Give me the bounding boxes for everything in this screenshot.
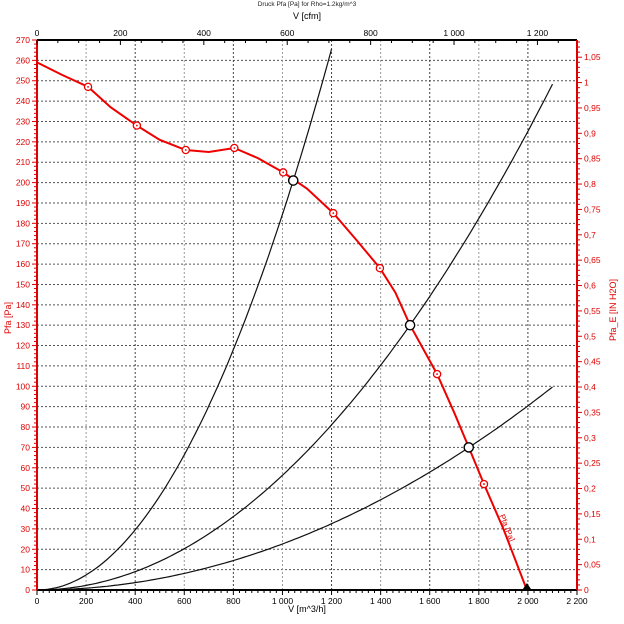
left-tick-label: 0 — [25, 585, 30, 595]
bottom-tick-label: 2 200 — [566, 596, 588, 606]
bottom-tick-label: 400 — [128, 596, 142, 606]
chart-title: Druck Pfa [Pa] for Rho=1.2kg/m^3 — [257, 1, 357, 8]
bottom-tick-label: 1 000 — [272, 596, 294, 606]
right-tick-label: 0,3 — [584, 433, 596, 443]
bottom-tick-label: 1 800 — [468, 596, 490, 606]
top-axis-label: V [cfm] — [292, 11, 321, 21]
right-tick-label: 0,6 — [584, 281, 596, 291]
right-tick-label: 0,15 — [584, 509, 601, 519]
top-tick-label: 1 200 — [527, 28, 549, 38]
left-tick-label: 140 — [16, 300, 30, 310]
top-tick-label: 0 — [35, 28, 40, 38]
fan-curve-label: Pfa [Pa] — [497, 513, 516, 543]
bottom-tick-label: 1 600 — [419, 596, 441, 606]
fan-curve-marker-dot — [184, 149, 187, 151]
bottom-axis-ticks: 0 200 400 600 800 1 000 1 200 1 400 1 600 1 800 2 … — [35, 590, 588, 606]
right-tick-label: 0,65 — [584, 255, 601, 265]
top-tick-label: 800 — [364, 28, 378, 38]
left-tick-label: 100 — [16, 381, 30, 391]
right-tick-label: 1,05 — [584, 52, 601, 62]
system-curve — [36, 48, 333, 591]
bottom-axis-label: V [m^3/h] — [288, 604, 326, 614]
bottom-tick-label: 2 000 — [517, 596, 539, 606]
right-tick-label: 0,9 — [584, 128, 596, 138]
left-tick-label: 270 — [16, 35, 30, 45]
left-tick-label: 260 — [16, 55, 30, 65]
right-tick-label: 0,7 — [584, 230, 596, 240]
left-tick-label: 150 — [16, 279, 30, 289]
right-tick-label: 0,4 — [584, 382, 596, 392]
right-axis-ticks: 0 0,05 0,1 0,15 0,2 0,25 0,3 0,35 0,4 0,45 0,5 0,55… — [577, 41, 601, 595]
top-tick-label: 200 — [113, 28, 127, 38]
right-tick-label: 0,95 — [584, 103, 601, 113]
right-tick-label: 0,05 — [584, 560, 601, 570]
fan-curve-marker-dot — [87, 85, 89, 88]
left-tick-label: 190 — [16, 198, 30, 208]
top-axis-ticks: 0 200 400 600 800 1 000 1 200 — [35, 28, 559, 45]
left-tick-label: 110 — [16, 361, 30, 371]
left-tick-label: 220 — [16, 137, 30, 147]
right-tick-label: 0,75 — [584, 204, 601, 214]
fan-curve-marker-dot — [233, 147, 236, 149]
left-tick-label: 20 — [21, 544, 31, 554]
left-tick-label: 70 — [21, 442, 31, 452]
fan-curve — [36, 61, 528, 591]
left-tick-label: 30 — [21, 524, 31, 534]
left-axis-ticks: 0 10 20 30 40 50 60 70 80 90 100 110 120 130 140 150 160… — [16, 35, 37, 595]
operating-point — [287, 175, 299, 186]
bottom-tick-label: 200 — [79, 596, 93, 606]
right-tick-label: 0,2 — [584, 484, 596, 494]
left-tick-label: 50 — [21, 483, 31, 493]
left-tick-label: 40 — [21, 504, 31, 514]
fan-curve-marker-dot — [332, 212, 335, 215]
bottom-tick-label: 800 — [226, 596, 240, 606]
left-tick-label: 170 — [16, 239, 30, 249]
operating-point — [463, 442, 475, 453]
fan-curve-marker-dot — [136, 124, 138, 127]
right-tick-label: 0,55 — [584, 306, 601, 316]
left-tick-label: 60 — [21, 463, 31, 473]
left-tick-label: 130 — [16, 320, 30, 330]
top-tick-label: 1 000 — [443, 28, 465, 38]
right-tick-label: 0,45 — [584, 357, 601, 367]
fan-curve-marker-dot — [436, 373, 438, 375]
right-tick-label: 0,35 — [584, 407, 601, 417]
right-tick-label: 0,8 — [584, 179, 596, 189]
fan-curve-marker-dot — [282, 171, 285, 174]
bottom-tick-label: 1 400 — [370, 596, 392, 606]
left-tick-label: 90 — [21, 402, 31, 412]
left-tick-label: 80 — [21, 422, 31, 432]
left-tick-label: 200 — [16, 178, 30, 188]
left-tick-label: 210 — [16, 157, 30, 167]
right-tick-label: 0,1 — [584, 534, 596, 544]
left-tick-label: 240 — [16, 96, 30, 106]
grid — [37, 40, 577, 590]
left-tick-label: 10 — [21, 565, 31, 575]
operating-point — [404, 319, 416, 331]
bottom-tick-label: 1 200 — [321, 596, 343, 606]
left-tick-label: 230 — [16, 116, 30, 126]
curve-end-arrow — [522, 583, 531, 589]
top-tick-label: 400 — [197, 28, 211, 38]
fan-curve-marker-dot — [483, 483, 485, 485]
right-tick-label: 0,85 — [584, 154, 601, 164]
bottom-tick-label: 600 — [177, 596, 191, 606]
bottom-tick-label: 0 — [35, 596, 40, 606]
system-curve — [37, 83, 554, 591]
left-tick-label: 180 — [16, 218, 30, 228]
left-tick-label: 250 — [16, 76, 30, 86]
fan-curve-marker-dot — [379, 267, 381, 270]
right-tick-label: 0 — [584, 585, 589, 595]
left-tick-label: 160 — [16, 259, 30, 269]
right-tick-label: 1 — [584, 78, 589, 88]
top-tick-label: 600 — [280, 28, 294, 38]
right-tick-label: 0,25 — [584, 458, 601, 468]
right-tick-label: 0,5 — [584, 331, 596, 341]
left-tick-label: 120 — [16, 341, 30, 351]
